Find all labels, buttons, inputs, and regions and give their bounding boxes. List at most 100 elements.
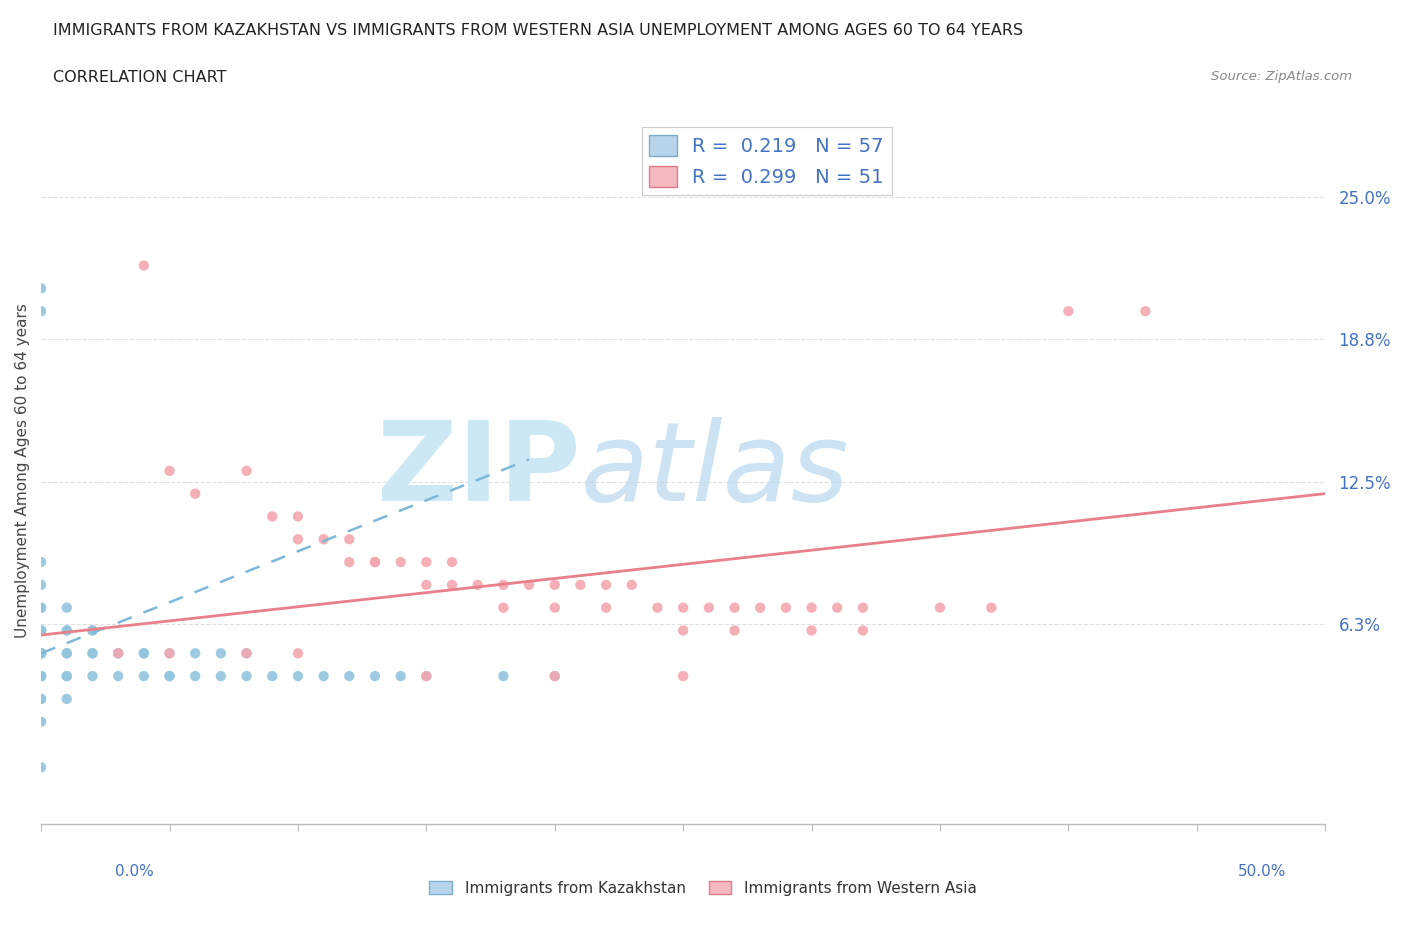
Text: CORRELATION CHART: CORRELATION CHART [53,70,226,85]
Point [672,600,695,615]
Point [415,578,437,592]
Point [364,669,387,684]
Point [312,669,335,684]
Point [30,623,52,638]
Point [440,554,463,569]
Point [337,554,360,569]
Point [107,645,129,660]
Point [30,281,52,296]
Point [287,532,309,547]
Point [262,509,284,524]
Point [337,532,360,547]
Point [980,600,1002,615]
Point [544,669,567,684]
Point [56,645,79,660]
Point [440,578,463,592]
Point [159,463,181,478]
Point [30,600,52,615]
Point [30,304,52,319]
Point [184,645,207,660]
Point [56,669,79,684]
Point [56,645,79,660]
Point [30,669,52,684]
Point [775,600,797,615]
Point [235,645,257,660]
Point [415,669,437,684]
Point [30,669,52,684]
Point [30,645,52,660]
Point [30,623,52,638]
Point [262,669,284,684]
Point [287,669,309,684]
Point [312,532,335,547]
Point [517,578,540,592]
Point [467,578,489,592]
Y-axis label: Unemployment Among Ages 60 to 64 years: Unemployment Among Ages 60 to 64 years [15,303,30,638]
Point [82,645,104,660]
Point [30,600,52,615]
Point [82,645,104,660]
Point [929,600,952,615]
Point [184,669,207,684]
Legend: R =  0.219   N = 57, R =  0.299   N = 51: R = 0.219 N = 57, R = 0.299 N = 51 [641,127,891,194]
Point [30,692,52,707]
Point [30,623,52,638]
Point [672,623,695,638]
Point [800,623,823,638]
Point [287,645,309,660]
Point [749,600,772,615]
Point [800,600,823,615]
Text: IMMIGRANTS FROM KAZAKHSTAN VS IMMIGRANTS FROM WESTERN ASIA UNEMPLOYMENT AMONG AG: IMMIGRANTS FROM KAZAKHSTAN VS IMMIGRANTS… [53,23,1024,38]
Point [30,554,52,569]
Point [852,623,875,638]
Point [107,669,129,684]
Point [159,669,181,684]
Point [56,692,79,707]
Point [209,645,232,660]
Point [337,669,360,684]
Point [30,645,52,660]
Point [544,578,567,592]
Text: atlas: atlas [581,418,849,525]
Point [364,554,387,569]
Point [30,760,52,775]
Point [569,578,592,592]
Point [1135,304,1157,319]
Point [825,600,848,615]
Text: 0.0%: 0.0% [115,864,155,879]
Point [30,669,52,684]
Point [56,669,79,684]
Point [30,645,52,660]
Point [1057,304,1080,319]
Point [56,623,79,638]
Point [132,259,155,273]
Point [415,554,437,569]
Point [235,463,257,478]
Point [492,578,515,592]
Point [492,669,515,684]
Point [235,645,257,660]
Point [30,578,52,592]
Text: Source: ZipAtlas.com: Source: ZipAtlas.com [1212,70,1353,83]
Point [30,692,52,707]
Point [544,600,567,615]
Point [672,669,695,684]
Point [107,645,129,660]
Point [132,645,155,660]
Point [544,669,567,684]
Point [107,645,129,660]
Point [159,645,181,660]
Point [56,600,79,615]
Point [56,623,79,638]
Point [30,645,52,660]
Point [415,669,437,684]
Point [595,578,617,592]
Point [697,600,720,615]
Point [723,600,745,615]
Point [159,645,181,660]
Point [389,554,412,569]
Point [852,600,875,615]
Point [82,669,104,684]
Point [723,623,745,638]
Text: 50.0%: 50.0% [1239,864,1286,879]
